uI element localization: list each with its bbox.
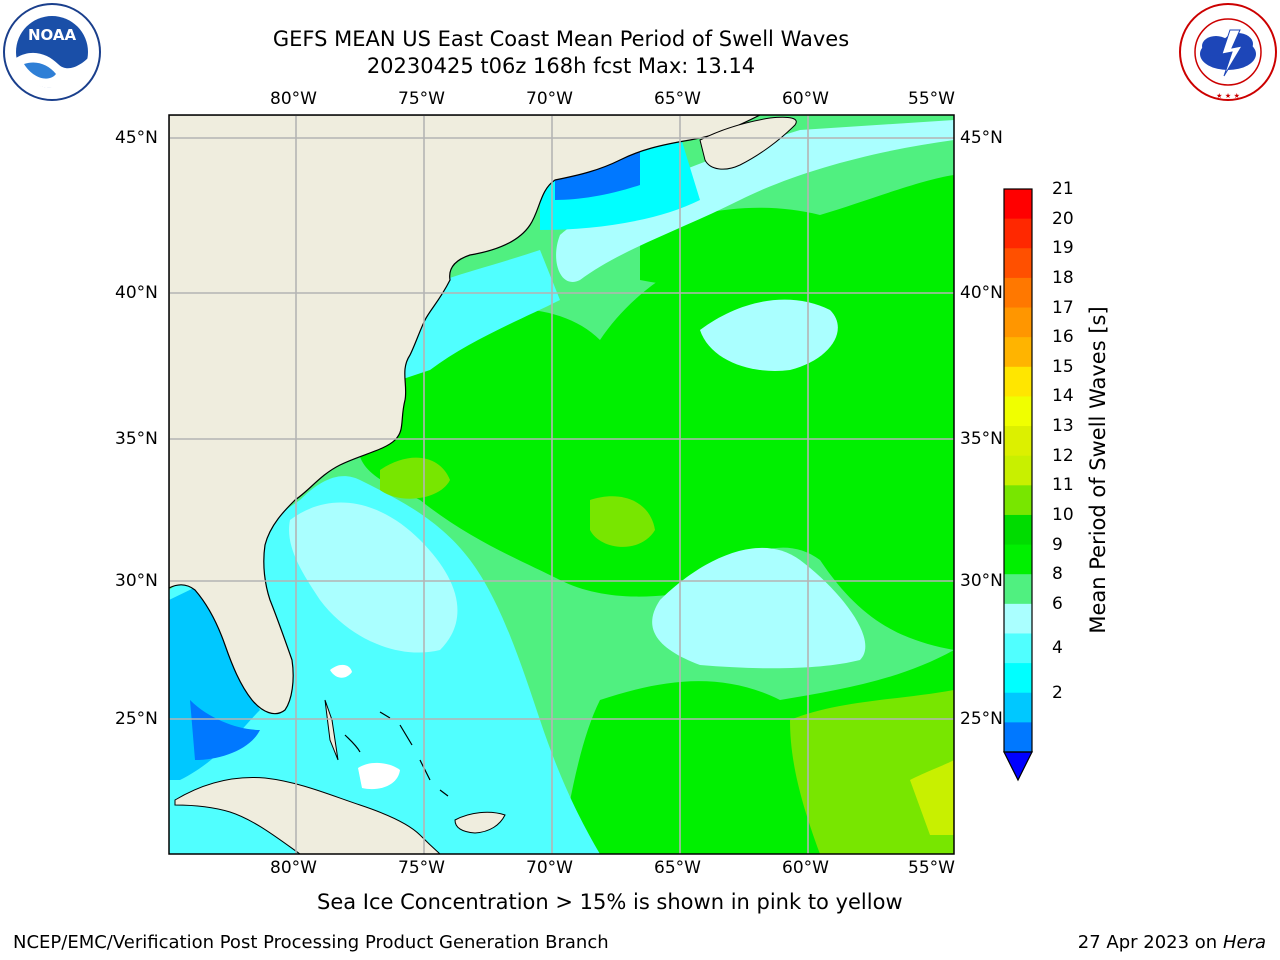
lat-label-right-45n: 45°N	[960, 128, 1003, 148]
svg-text:★ ★ ★: ★ ★ ★	[1216, 92, 1240, 100]
map-subtitle: 20230425 t06z 168h fcst Max: 13.14	[366, 54, 756, 78]
land-hispaniola	[454, 811, 506, 834]
lat-label-left-25n: 25°N	[115, 709, 158, 729]
lat-label-left-40n: 40°N	[115, 283, 158, 303]
colorbar-swatch	[1004, 307, 1032, 338]
lon-label-bottom-70w: 70°W	[526, 858, 573, 878]
colorbar-swatch	[1004, 544, 1032, 575]
land-north-america	[169, 115, 761, 715]
swell-zone-8-9s-central	[652, 547, 866, 669]
map-title: GEFS MEAN US East Coast Mean Period of S…	[272, 27, 850, 51]
swell-patch-11s-west	[380, 457, 450, 499]
lon-label-bottom-75w: 75°W	[398, 858, 445, 878]
lon-label-bottom-60w: 60°W	[782, 858, 829, 878]
land-nova-scotia	[699, 116, 797, 170]
sea-ice-note: Sea Ice Concentration > 15% is shown in …	[317, 890, 903, 914]
swell-zone-6-8s-southeast	[169, 476, 600, 854]
lon-label-top-70w: 70°W	[526, 89, 573, 109]
lon-label-bottom-65w: 65°W	[654, 858, 701, 878]
colorbar-tick-label: 10	[1052, 504, 1074, 525]
lon-label-top-65w: 65°W	[654, 89, 701, 109]
lat-label-left-35n: 35°N	[115, 429, 158, 449]
lon-label-top-80w: 80°W	[270, 89, 317, 109]
land-bahamas-islets	[379, 711, 449, 797]
colorbar-tick-label: 4	[1052, 638, 1063, 659]
lon-label-top-75w: 75°W	[398, 89, 445, 109]
map-graticule	[169, 115, 954, 854]
colorbar-swatch	[1004, 455, 1032, 486]
land-cuba	[174, 776, 441, 854]
colorbar-tick-label: 15	[1052, 356, 1074, 377]
colorbar-swatch	[1004, 722, 1032, 753]
lat-label-right-25n: 25°N	[960, 709, 1003, 729]
swell-patch-11s-central	[590, 496, 655, 547]
colorbar-swatch	[1004, 574, 1032, 605]
colorbar-swatch	[1004, 277, 1032, 309]
colorbar	[1003, 188, 1033, 782]
lon-label-top-55w: 55°W	[908, 89, 955, 109]
swell-zone-8-9s-coastal	[289, 502, 458, 653]
footer-right: 27 Apr 2023 on Hera	[1078, 932, 1266, 953]
colorbar-tick-label: 11	[1052, 475, 1074, 496]
colorbar-tick-label: 12	[1052, 445, 1074, 466]
colorbar-swatch	[1004, 189, 1032, 220]
colorbar-tick-label: 9	[1052, 534, 1063, 555]
colorbar-swatch	[1004, 692, 1032, 723]
lat-label-right-30n: 30°N	[960, 571, 1003, 591]
colorbar-frame	[1003, 188, 1033, 753]
swell-zone-8-9s-north	[700, 299, 838, 371]
colorbar-extend-arrow	[1003, 751, 1033, 782]
colorbar-swatch	[1004, 426, 1032, 457]
colorbar-tick-label: 14	[1052, 386, 1074, 407]
swell-zone-2-4s-florida-bay	[190, 700, 260, 760]
colorbar-swatch	[1004, 514, 1032, 546]
noaa-logo: NOAA	[2, 2, 102, 106]
lon-label-bottom-55w: 55°W	[908, 858, 955, 878]
lat-label-left-45n: 45°N	[115, 128, 158, 148]
land-andros	[324, 699, 339, 761]
colorbar-tick-label: 17	[1052, 297, 1074, 318]
colorbar-swatch	[1004, 663, 1032, 694]
lat-label-right-35n: 35°N	[960, 429, 1003, 449]
swell-zone-11-12s	[790, 690, 954, 854]
colorbar-swatch	[1004, 485, 1032, 516]
colorbar-tick-label: 2	[1052, 682, 1063, 703]
swell-zone-10-11s-north	[640, 175, 954, 288]
nodata-little-bahama	[330, 664, 352, 678]
colorbar-swatch	[1004, 337, 1032, 368]
colorbar-tick-label: 8	[1052, 564, 1063, 585]
colorbar-swatch	[1004, 248, 1032, 279]
colorbar-tick-label: 21	[1052, 179, 1074, 199]
svg-text:NOAA: NOAA	[28, 26, 77, 44]
footer-host: Hera	[1222, 932, 1266, 953]
swell-zone-12-13s	[910, 760, 954, 835]
colorbar-tick-label: 6	[1052, 593, 1063, 614]
lon-label-bottom-80w: 80°W	[270, 858, 317, 878]
colorbar-tick-label: 19	[1052, 238, 1074, 259]
lat-label-left-30n: 30°N	[115, 571, 158, 591]
colorbar-swatch	[1004, 366, 1032, 397]
footer-left: NCEP/EMC/Verification Post Processing Pr…	[13, 932, 609, 953]
land-bahamas-chain	[344, 734, 361, 753]
colorbar-tick-label: 16	[1052, 327, 1074, 348]
nodata-bahamas-bank	[358, 762, 400, 790]
colorbar-tick-label: 20	[1052, 208, 1074, 229]
footer-date: 27 Apr 2023 on	[1077, 932, 1223, 953]
colorbar-tick-label: 18	[1052, 267, 1074, 288]
lat-label-right-40n: 40°N	[960, 283, 1003, 303]
colorbar-label: Mean Period of Swell Waves [s]	[1086, 306, 1110, 634]
colorbar-swatch	[1004, 396, 1032, 427]
colorbar-tick-label: 13	[1052, 416, 1074, 437]
nws-logo: ★ ★ ★	[1178, 2, 1278, 106]
colorbar-swatch	[1004, 218, 1032, 249]
map-frame	[168, 114, 955, 855]
colorbar-swatch	[1004, 633, 1032, 664]
lon-label-top-60w: 60°W	[782, 89, 829, 109]
colorbar-swatch	[1004, 603, 1032, 634]
